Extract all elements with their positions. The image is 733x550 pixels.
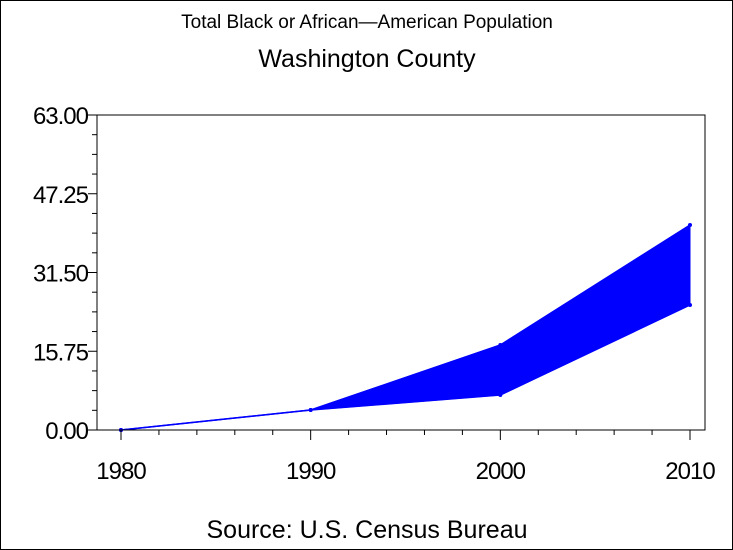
data-point	[688, 223, 692, 227]
data-point	[308, 408, 313, 412]
y-tick-label: 15.75	[33, 339, 89, 366]
x-tick-label: 2010	[665, 458, 715, 485]
y-tick-label: 31.50	[33, 261, 89, 288]
x-tick-label: 2000	[476, 458, 526, 485]
data-point	[498, 393, 503, 397]
chart-subtitle: Washington County	[258, 45, 476, 73]
y-tick-label: 63.00	[33, 103, 89, 130]
series-line-2	[120, 304, 691, 431]
x-tick-label: 1980	[96, 458, 146, 485]
source-label: Source: U.S. Census Bureau	[207, 516, 528, 544]
y-tick-label: 0.00	[45, 418, 88, 445]
data-point	[688, 303, 692, 307]
area-band	[120, 224, 691, 431]
chart-title: Total Black or African—American Populati…	[181, 12, 553, 33]
plot-area: 0.00 15.75 31.50 47.25 63.00 1980 1990 2000 2010	[33, 103, 716, 485]
data-point	[498, 343, 503, 347]
x-tick-label: 1990	[286, 458, 336, 485]
y-tick-label: 47.25	[33, 182, 89, 209]
